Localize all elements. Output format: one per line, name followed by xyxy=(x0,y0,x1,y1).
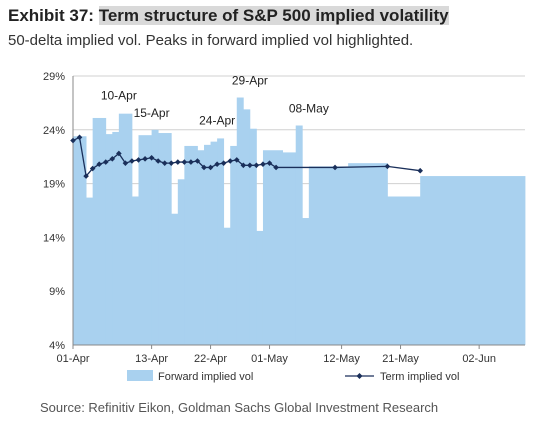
peak-annotation: 10-Apr xyxy=(101,89,137,103)
exhibit-label: Exhibit 37: xyxy=(8,6,94,25)
source-note: Source: Refinitiv Eikon, Goldman Sachs G… xyxy=(40,400,439,415)
term-vol-point xyxy=(253,162,260,169)
term-vol-point xyxy=(155,158,161,164)
x-tick-label: 22-Apr xyxy=(194,353,227,365)
volatility-chart: 29% 24% 19% 14% 9% 4%01-Apr 13-Apr 22-Apr 01-May… xyxy=(43,71,526,383)
legend-forward-swatch xyxy=(127,370,153,381)
term-vol-point xyxy=(214,161,220,168)
term-vol-point xyxy=(332,164,338,171)
forward-vol-bar xyxy=(118,113,133,345)
peak-annotation: 08-May xyxy=(289,102,329,116)
chart-subtitle: 50-delta implied vol. Peaks in forward i… xyxy=(8,32,414,49)
forward-vol-bar xyxy=(158,133,172,345)
term-vol-point xyxy=(220,160,227,166)
term-vol-point xyxy=(260,161,266,168)
term-vol-point xyxy=(227,158,234,164)
term-vol-point xyxy=(240,162,247,169)
term-vol-point xyxy=(135,157,142,163)
term-vol-point xyxy=(102,159,109,165)
term-vol-point xyxy=(233,157,240,163)
term-vol-point xyxy=(142,156,148,162)
x-tick-label: 01-Apr xyxy=(56,353,89,365)
x-tick-label: 12-May xyxy=(323,353,360,365)
legend-forward-label: Forward implied vol xyxy=(158,371,253,383)
term-vol-point xyxy=(417,167,423,174)
forward-vol-bar xyxy=(86,197,94,345)
term-vol-point xyxy=(207,164,214,171)
legend-term-label: Term implied vol xyxy=(380,371,459,383)
forward-vol-bar xyxy=(151,129,159,345)
forward-vol-bar xyxy=(302,218,310,345)
forward-vol-bar xyxy=(420,176,526,345)
term-vol-point xyxy=(76,134,83,141)
term-vol-point xyxy=(96,161,103,168)
forward-vol-bar xyxy=(256,230,264,345)
forward-vol-bar xyxy=(282,152,297,345)
forward-vol-bar xyxy=(184,145,198,345)
term-vol-point xyxy=(273,164,279,171)
x-tick-label: 13-Apr xyxy=(135,353,168,365)
forward-vol-bar xyxy=(210,141,218,345)
forward-vol-bar xyxy=(249,128,257,345)
x-tick-label: 02-Jun xyxy=(462,353,496,365)
y-tick-label: 9% xyxy=(49,286,65,298)
y-tick-label: 4% xyxy=(49,340,65,352)
x-tick-label: 21-May xyxy=(382,353,419,365)
forward-vol-bar xyxy=(73,136,87,345)
chart-title: Exhibit 37: Term structure of S&P 500 im… xyxy=(8,6,449,26)
forward-vol-bar xyxy=(308,166,349,345)
forward-vol-bar xyxy=(387,196,421,345)
forward-vol-bar xyxy=(131,196,139,345)
forward-vol-bar xyxy=(348,163,388,345)
x-tick-label: 01-May xyxy=(251,353,288,365)
term-vol-point xyxy=(83,173,89,179)
term-vol-point xyxy=(116,150,122,157)
term-vol-point xyxy=(194,158,201,164)
peak-annotation: 29-Apr xyxy=(232,74,268,88)
term-vol-point xyxy=(201,164,207,171)
forward-vol-bar xyxy=(177,179,185,345)
forward-vol-bar xyxy=(236,97,244,346)
legend-term-marker xyxy=(356,373,363,379)
forward-vol-bar xyxy=(243,109,251,345)
forward-vol-bar xyxy=(204,144,211,345)
term-vol-point xyxy=(175,159,181,165)
forward-vol-bar xyxy=(197,150,205,345)
term-vol-point xyxy=(247,162,253,169)
term-vol-point xyxy=(89,165,96,172)
peak-annotation: 15-Apr xyxy=(134,106,170,120)
term-vol-point xyxy=(266,160,273,166)
term-vol-point xyxy=(122,160,129,166)
y-tick-label: 14% xyxy=(43,232,65,244)
term-vol-point xyxy=(384,163,391,170)
forward-vol-bar xyxy=(262,150,284,345)
y-tick-label: 29% xyxy=(43,71,65,83)
term-vol-point xyxy=(148,154,155,161)
term-vol-point xyxy=(70,137,76,144)
forward-vol-bar xyxy=(295,125,303,345)
term-vol-point xyxy=(181,159,188,165)
term-vol-point xyxy=(168,160,175,166)
title-text: Term structure of S&P 500 implied volati… xyxy=(98,6,449,25)
term-vol-point xyxy=(188,159,194,165)
forward-vol-bar xyxy=(112,131,120,345)
term-vol-point xyxy=(129,158,135,164)
forward-vol-bar xyxy=(138,135,153,345)
term-vol-point xyxy=(161,160,168,166)
forward-vol-bar xyxy=(171,213,179,345)
forward-vol-bar xyxy=(92,117,107,346)
forward-vol-bar xyxy=(105,134,113,345)
forward-vol-bar xyxy=(217,138,225,345)
forward-vol-bar xyxy=(223,227,231,345)
y-tick-label: 19% xyxy=(43,179,65,191)
term-vol-point xyxy=(109,156,116,162)
y-tick-label: 24% xyxy=(43,125,65,137)
peak-annotation: 24-Apr xyxy=(199,113,235,127)
forward-vol-bar xyxy=(230,145,238,345)
